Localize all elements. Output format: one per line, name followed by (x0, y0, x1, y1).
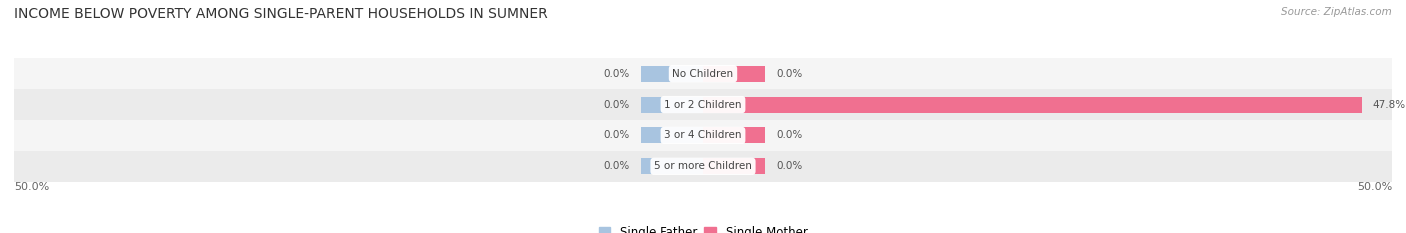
Text: 0.0%: 0.0% (776, 130, 803, 140)
Bar (14, 151, 1392, 182)
Text: 0.0%: 0.0% (603, 130, 630, 140)
Text: 3 or 4 Children: 3 or 4 Children (664, 130, 742, 140)
Text: 5 or more Children: 5 or more Children (654, 161, 752, 171)
Text: 47.8%: 47.8% (1372, 99, 1406, 110)
Text: No Children: No Children (672, 69, 734, 79)
Text: 0.0%: 0.0% (603, 69, 630, 79)
Bar (703, 127, 765, 144)
Bar (641, 66, 703, 82)
Text: Source: ZipAtlas.com: Source: ZipAtlas.com (1281, 7, 1392, 17)
Text: 0.0%: 0.0% (776, 69, 803, 79)
Legend: Single Father, Single Mother: Single Father, Single Mother (593, 221, 813, 233)
Bar (14, 89, 1392, 120)
Text: 0.0%: 0.0% (776, 161, 803, 171)
Bar (703, 66, 765, 82)
Text: 0.0%: 0.0% (603, 99, 630, 110)
Bar (641, 127, 703, 144)
Bar (703, 96, 1361, 113)
Bar (703, 158, 765, 174)
Text: 0.0%: 0.0% (603, 161, 630, 171)
Bar (641, 96, 703, 113)
Text: 1 or 2 Children: 1 or 2 Children (664, 99, 742, 110)
Text: 50.0%: 50.0% (14, 182, 49, 192)
Bar (641, 158, 703, 174)
Text: 50.0%: 50.0% (1357, 182, 1392, 192)
Text: INCOME BELOW POVERTY AMONG SINGLE-PARENT HOUSEHOLDS IN SUMNER: INCOME BELOW POVERTY AMONG SINGLE-PARENT… (14, 7, 548, 21)
Bar (14, 120, 1392, 151)
Bar (14, 58, 1392, 89)
